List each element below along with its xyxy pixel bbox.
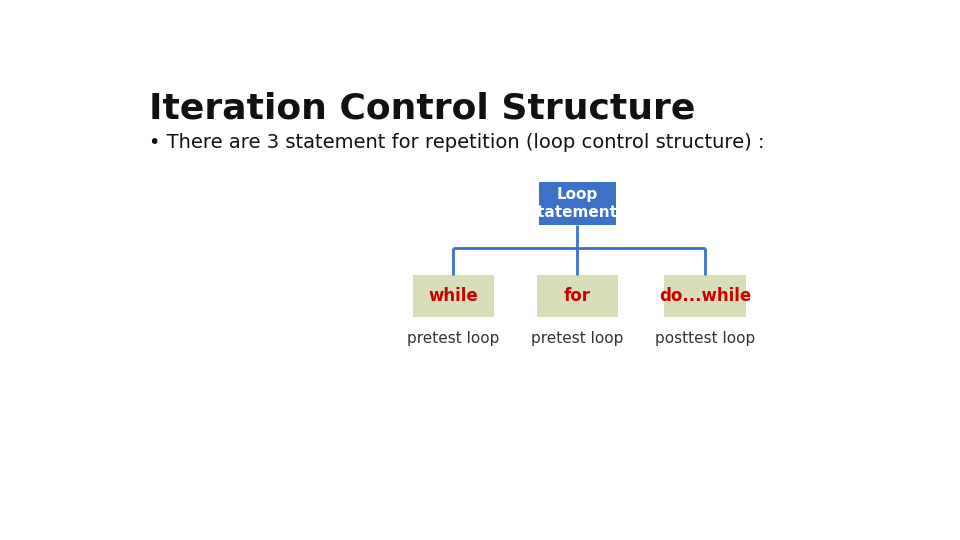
Text: posttest loop: posttest loop bbox=[655, 331, 756, 346]
Text: pretest loop: pretest loop bbox=[407, 331, 499, 346]
FancyBboxPatch shape bbox=[664, 275, 746, 317]
FancyBboxPatch shape bbox=[539, 182, 616, 225]
Text: Loop
statements: Loop statements bbox=[528, 187, 626, 220]
Text: • There are 3 statement for repetition (loop control structure) :: • There are 3 statement for repetition (… bbox=[150, 132, 765, 152]
Text: while: while bbox=[428, 287, 478, 305]
Text: for: for bbox=[564, 287, 590, 305]
Text: Iteration Control Structure: Iteration Control Structure bbox=[150, 92, 696, 126]
FancyBboxPatch shape bbox=[413, 275, 494, 317]
Text: pretest loop: pretest loop bbox=[531, 331, 623, 346]
FancyBboxPatch shape bbox=[537, 275, 618, 317]
Text: do...while: do...while bbox=[659, 287, 752, 305]
